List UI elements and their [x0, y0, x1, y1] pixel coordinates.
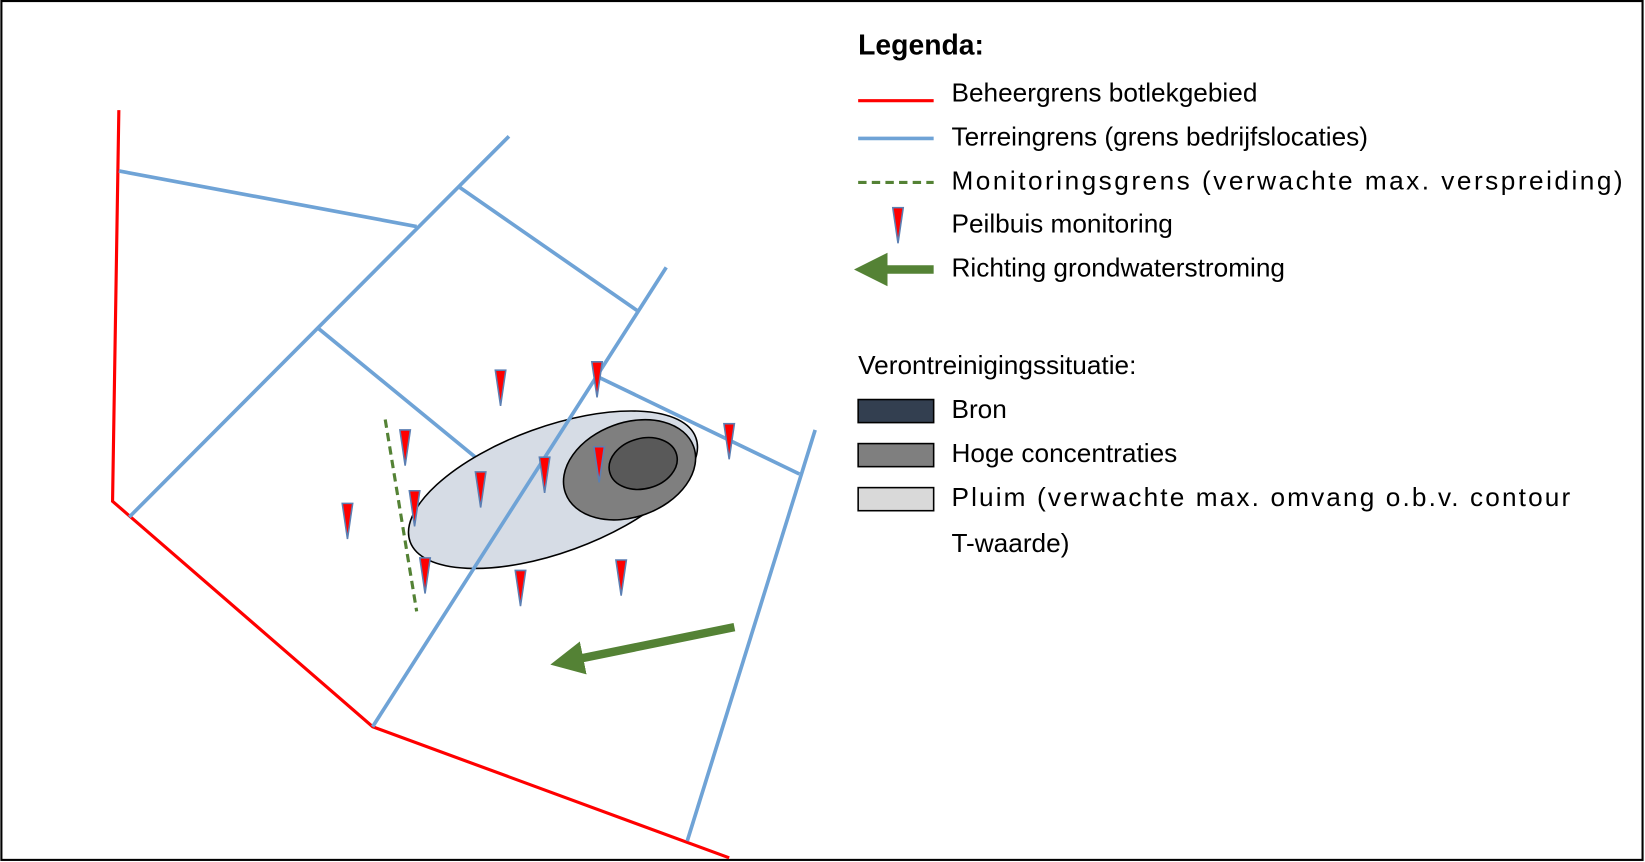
legend-item: Peilbuis monitoring	[951, 208, 1172, 238]
map	[110, 110, 817, 860]
legend-item: Terreingrens (grens bedrijfslocaties)	[951, 121, 1368, 151]
section-title: Verontreinigingssituatie:	[858, 350, 1136, 380]
fill-label: T-waarde)	[951, 528, 1069, 558]
fill-label: Hoge concentraties	[951, 438, 1177, 468]
legend-item: Monitoringsgrens (verwachte max. verspre…	[951, 165, 1622, 195]
fill-label: Bron	[951, 394, 1006, 424]
legend-title: Legenda:	[858, 29, 984, 61]
fill-label: Pluim (verwachte max. omvang o.b.v. cont…	[951, 482, 1570, 512]
legend-item: Richting grondwaterstroming	[951, 252, 1285, 282]
legend-item: Beheergrens botlekgebied	[951, 77, 1257, 107]
